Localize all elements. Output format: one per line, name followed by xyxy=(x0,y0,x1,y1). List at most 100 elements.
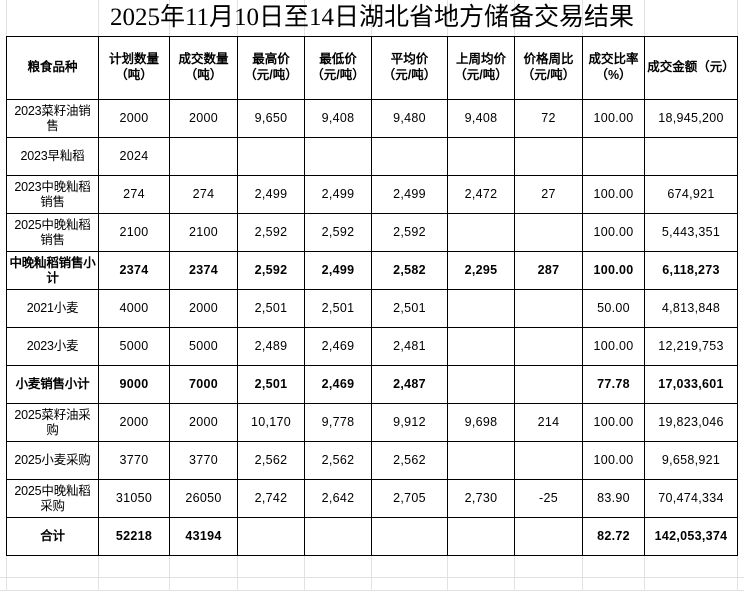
cell-wow: 72 xyxy=(514,99,583,138)
cell-variety: 2025菜籽油采购 xyxy=(6,403,99,442)
header-label-line1: 计划数量 xyxy=(108,52,159,67)
cell-dealt: 7000 xyxy=(169,365,238,404)
cell-amount xyxy=(644,137,738,176)
table-row: 中晚籼稻销售小计 2374 2374 2,592 2,499 2,582 2,295 287 1… xyxy=(6,251,738,290)
cell-variety: 2025小麦采购 xyxy=(6,441,99,480)
cell-planned: 52218 xyxy=(98,517,170,556)
header-label-line1: 成交金额（元） xyxy=(647,60,735,75)
table-row: 2025中晚籼稻采购 31050 26050 2,742 2,642 2,705 2,730… xyxy=(6,479,738,518)
cell-rate: 100.00 xyxy=(582,327,645,366)
cell-variety: 中晚籼稻销售小计 xyxy=(6,251,99,290)
cell-lastavg: 2,472 xyxy=(447,175,515,214)
cell-low: 2,562 xyxy=(304,441,372,480)
cell-avg: 2,481 xyxy=(371,327,448,366)
cell-planned: 5000 xyxy=(98,327,170,366)
cell-high: 2,562 xyxy=(237,441,305,480)
cell-amount: 142,053,374 xyxy=(644,517,738,556)
cell-variety: 合计 xyxy=(6,517,99,556)
header-label-line2: （元/吨） xyxy=(454,68,508,82)
col-average-price: 平均价 （元/吨） xyxy=(371,36,448,100)
trade-results-table: 粮食品种 计划数量 （吨） 成交数量 （吨） 最高价 （元/吨） 最低价 （元/吨） 平均价 （元/… xyxy=(6,36,738,556)
cell-rate: 77.78 xyxy=(582,365,645,404)
table-row: 2023早籼稻 2024 xyxy=(6,137,738,176)
header-label-line1: 价格周比 xyxy=(523,52,574,67)
cell-lastavg: 2,730 xyxy=(447,479,515,518)
cell-variety: 2023中晚籼稻销售 xyxy=(6,175,99,214)
cell-rate: 100.00 xyxy=(582,441,645,480)
cell-lastavg: 9,698 xyxy=(447,403,515,442)
cell-wow xyxy=(514,289,583,328)
header-label-line2: （%） xyxy=(595,68,632,82)
col-last-week-avg-price: 上周均价 （元/吨） xyxy=(447,36,515,100)
table-header: 粮食品种 计划数量 （吨） 成交数量 （吨） 最高价 （元/吨） 最低价 （元/吨） 平均价 （元/… xyxy=(6,36,738,100)
cell-planned: 2024 xyxy=(98,137,170,176)
cell-high: 2,499 xyxy=(237,175,305,214)
col-highest-price: 最高价 （元/吨） xyxy=(237,36,305,100)
cell-high xyxy=(237,517,305,556)
cell-wow xyxy=(514,137,583,176)
cell-wow xyxy=(514,441,583,480)
cell-lastavg xyxy=(447,327,515,366)
cell-low: 2,469 xyxy=(304,365,372,404)
cell-low: 9,778 xyxy=(304,403,372,442)
header-label-line1: 粮食品种 xyxy=(27,60,78,75)
cell-variety: 小麦销售小计 xyxy=(6,365,99,404)
cell-variety: 2023菜籽油销售 xyxy=(6,99,99,138)
col-planned-qty: 计划数量 （吨） xyxy=(98,36,170,100)
cell-variety: 2023小麦 xyxy=(6,327,99,366)
header-label-line1: 平均价 xyxy=(390,52,429,67)
cell-planned: 3770 xyxy=(98,441,170,480)
cell-planned: 2000 xyxy=(98,99,170,138)
cell-amount: 70,474,334 xyxy=(644,479,738,518)
cell-high: 2,592 xyxy=(237,213,305,252)
cell-dealt xyxy=(169,137,238,176)
cell-wow xyxy=(514,517,583,556)
cell-dealt: 26050 xyxy=(169,479,238,518)
cell-avg xyxy=(371,517,448,556)
cell-lastavg: 2,295 xyxy=(447,251,515,290)
cell-planned: 9000 xyxy=(98,365,170,404)
cell-high: 2,592 xyxy=(237,251,305,290)
cell-planned: 2000 xyxy=(98,403,170,442)
cell-lastavg xyxy=(447,289,515,328)
header-label-line1: 最高价 xyxy=(252,52,290,67)
header-label-line2: （元/吨） xyxy=(382,68,437,82)
cell-lastavg xyxy=(447,517,515,556)
col-deal-rate: 成交比率 （%） xyxy=(582,36,645,100)
cell-variety: 2025中晚籼稻销售 xyxy=(6,213,99,252)
cell-avg xyxy=(371,137,448,176)
header-label-line1: 最低价 xyxy=(319,52,357,67)
cell-dealt: 2100 xyxy=(169,213,238,252)
cell-avg: 2,499 xyxy=(371,175,448,214)
cell-dealt: 3770 xyxy=(169,441,238,480)
cell-variety: 2021小麦 xyxy=(6,289,99,328)
header-label-line1: 成交比率 xyxy=(588,52,639,67)
cell-lastavg xyxy=(447,137,515,176)
cell-high: 10,170 xyxy=(237,403,305,442)
header-label-line2: （吨） xyxy=(115,68,153,82)
header-label-line2: （元/吨） xyxy=(311,68,365,82)
cell-high: 2,501 xyxy=(237,365,305,404)
cell-high: 9,650 xyxy=(237,99,305,138)
cell-dealt: 2374 xyxy=(169,251,238,290)
cell-amount: 17,033,601 xyxy=(644,365,738,404)
header-label-line1: 成交数量 xyxy=(178,52,229,67)
cell-amount: 674,921 xyxy=(644,175,738,214)
cell-wow: 287 xyxy=(514,251,583,290)
cell-wow xyxy=(514,213,583,252)
col-variety: 粮食品种 xyxy=(6,36,99,100)
cell-wow xyxy=(514,327,583,366)
cell-avg: 2,562 xyxy=(371,441,448,480)
cell-rate: 100.00 xyxy=(582,175,645,214)
cell-dealt: 5000 xyxy=(169,327,238,366)
table-container: 粮食品种 计划数量 （吨） 成交数量 （吨） 最高价 （元/吨） 最低价 （元/吨） 平均价 （元/… xyxy=(0,36,744,556)
cell-low xyxy=(304,517,372,556)
cell-avg: 2,705 xyxy=(371,479,448,518)
cell-rate: 100.00 xyxy=(582,251,645,290)
table-row: 小麦销售小计 9000 7000 2,501 2,469 2,487 77.78 17,033… xyxy=(6,365,738,404)
cell-planned: 31050 xyxy=(98,479,170,518)
cell-amount: 12,219,753 xyxy=(644,327,738,366)
table-body: 2023菜籽油销售 2000 2000 9,650 9,408 9,480 9,408 72 1… xyxy=(6,99,738,556)
header-label-line2: （元/吨） xyxy=(244,68,298,82)
cell-rate: 100.00 xyxy=(582,99,645,138)
